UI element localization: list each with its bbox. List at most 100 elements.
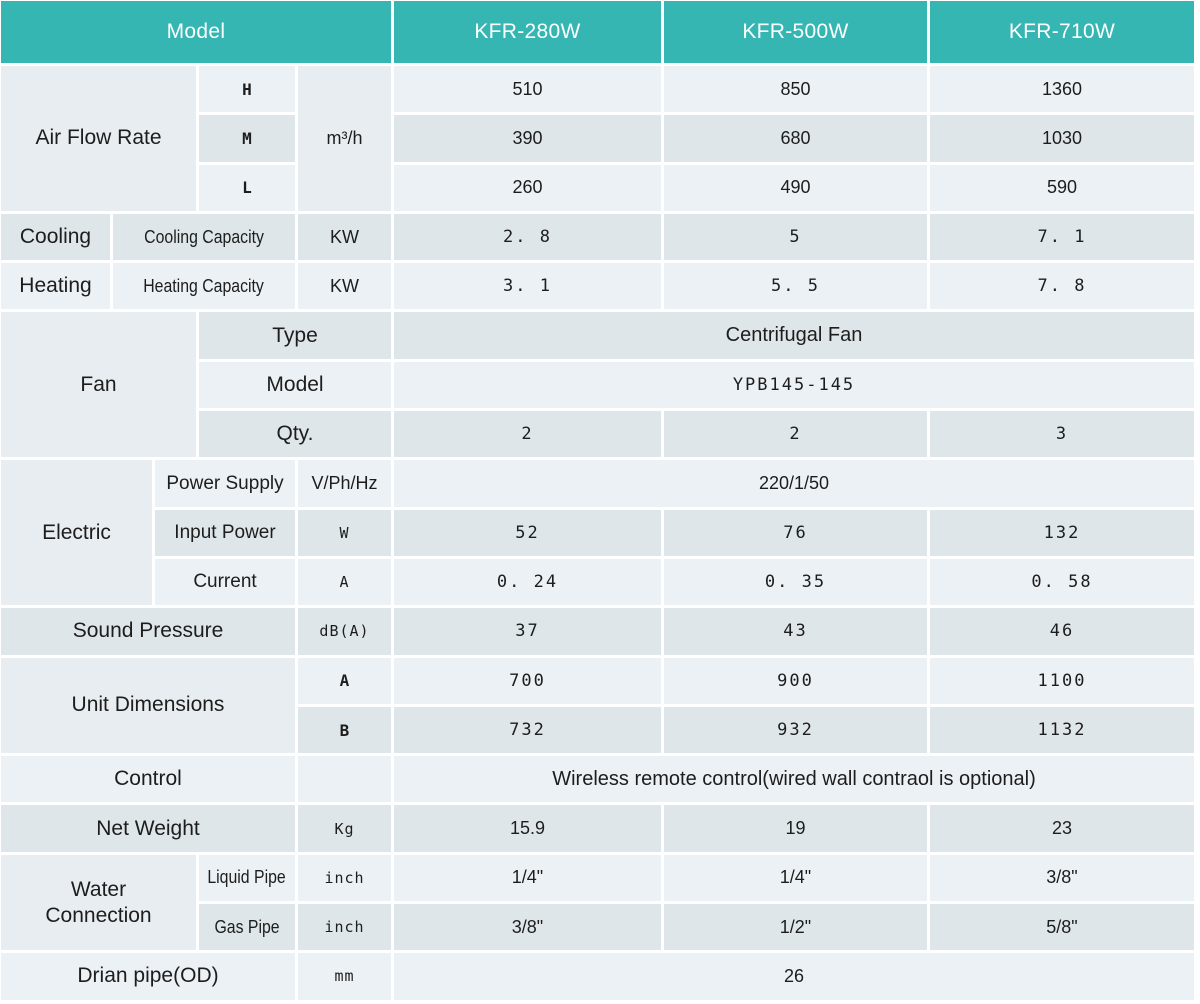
- column-header-kfr-500w: KFR-500W: [664, 1, 927, 63]
- air-flow-h-value-280w: 510: [394, 66, 661, 113]
- fan-model-value: YPB145-145: [394, 361, 1194, 409]
- header-row: Model KFR-280W KFR-500W KFR-710W: [1, 1, 1194, 63]
- liquid-pipe-unit: inch: [298, 854, 391, 902]
- dimension-b-label: B: [298, 706, 391, 754]
- net-weight-label: Net Weight: [1, 805, 295, 852]
- cooling-value-500w: 5: [664, 213, 927, 261]
- air-flow-m-value-710w: 1030: [930, 115, 1194, 162]
- air-flow-label: Air Flow Rate: [1, 66, 196, 211]
- air-flow-unit: m³/h: [298, 66, 391, 211]
- fan-qty-value-710w: 3: [930, 411, 1194, 458]
- power-supply-value: 220/1/50: [394, 460, 1194, 507]
- liquid-pipe-value-280w: 1/4": [394, 854, 661, 902]
- dimension-b-value-280w: 732: [394, 706, 661, 754]
- dimension-b-value-710w: 1132: [930, 706, 1194, 754]
- control-label: Control: [1, 756, 295, 803]
- sound-pressure-value-710w: 46: [930, 608, 1194, 655]
- unit-dimensions-section: Unit Dimensions A 700 900 1100 B 732 932…: [1, 657, 1194, 754]
- speed-m-label: M: [199, 115, 295, 162]
- air-flow-h-value-710w: 1360: [930, 66, 1194, 113]
- sound-pressure-label: Sound Pressure: [1, 608, 295, 655]
- net-weight-unit: Kg: [298, 805, 391, 852]
- current-value-280w: 0. 24: [394, 558, 661, 606]
- fan-qty-value-280w: 2: [394, 411, 661, 458]
- fan-section: Fan Type Centrifugal Fan Model YPB145-14…: [1, 312, 1194, 458]
- fan-type-label: Type: [199, 312, 391, 359]
- column-header-kfr-710w: KFR-710W: [930, 1, 1194, 63]
- input-power-label: Input Power: [155, 509, 295, 556]
- drain-pipe-row: Drian pipe(OD) mm 26: [1, 953, 1194, 1000]
- heating-value-280w: 3. 1: [394, 263, 661, 310]
- fan-model-label: Model: [199, 361, 391, 409]
- sound-pressure-value-500w: 43: [664, 608, 927, 655]
- net-weight-row: Net Weight Kg 15.9 19 23: [1, 805, 1194, 852]
- drain-pipe-value: 26: [394, 953, 1194, 1000]
- cooling-value-280w: 2. 8: [394, 213, 661, 261]
- air-flow-m-value-500w: 680: [664, 115, 927, 162]
- dimension-a-label: A: [298, 657, 391, 704]
- fan-qty-label: Qty.: [199, 411, 391, 458]
- control-unit-empty: [298, 756, 391, 803]
- water-connection-label: Water Connection: [1, 854, 196, 951]
- gas-pipe-label: Gas Pipe: [199, 904, 295, 951]
- heating-label: Heating: [1, 263, 110, 310]
- liquid-pipe-value-710w: 3/8": [930, 854, 1194, 902]
- gas-pipe-value-710w: 5/8": [930, 904, 1194, 951]
- heating-row: Heating Heating Capacity KW 3. 1 5. 5 7.…: [1, 263, 1194, 310]
- electric-label: Electric: [1, 460, 152, 606]
- air-flow-section: Air Flow Rate H M L m³/h 510 850 1360 39…: [1, 66, 1194, 211]
- cooling-unit: KW: [298, 213, 391, 261]
- heating-unit: KW: [298, 263, 391, 310]
- gas-pipe-value-500w: 1/2": [664, 904, 927, 951]
- fan-type-value: Centrifugal Fan: [394, 312, 1194, 359]
- current-label: Current: [155, 558, 295, 606]
- dimension-b-value-500w: 932: [664, 706, 927, 754]
- power-supply-label: Power Supply: [155, 460, 295, 507]
- heating-value-500w: 5. 5: [664, 263, 927, 310]
- current-value-500w: 0. 35: [664, 558, 927, 606]
- current-value-710w: 0. 58: [930, 558, 1194, 606]
- electric-section: Electric Power Supply V/Ph/Hz 220/1/50 I…: [1, 460, 1194, 606]
- water-connection-section: Water Connection Liquid Pipe inch 1/4" 1…: [1, 854, 1194, 951]
- air-flow-l-value-500w: 490: [664, 164, 927, 211]
- current-unit: A: [298, 558, 391, 606]
- control-row: Control Wireless remote control(wired wa…: [1, 756, 1194, 803]
- net-weight-value-500w: 19: [664, 805, 927, 852]
- liquid-pipe-value-500w: 1/4": [664, 854, 927, 902]
- fan-label: Fan: [1, 312, 196, 458]
- fan-qty-value-500w: 2: [664, 411, 927, 458]
- cooling-label: Cooling: [1, 213, 110, 261]
- column-header-kfr-280w: KFR-280W: [394, 1, 661, 63]
- net-weight-value-280w: 15.9: [394, 805, 661, 852]
- input-power-value-710w: 132: [930, 509, 1194, 556]
- cooling-row: Cooling Cooling Capacity KW 2. 8 5 7. 1: [1, 213, 1194, 261]
- air-flow-l-value-280w: 260: [394, 164, 661, 211]
- power-supply-unit: V/Ph/Hz: [298, 460, 391, 507]
- heating-value-710w: 7. 8: [930, 263, 1194, 310]
- control-value: Wireless remote control(wired wall contr…: [394, 756, 1194, 803]
- sound-pressure-unit: dB(A): [298, 608, 391, 655]
- dimension-a-value-500w: 900: [664, 657, 927, 704]
- cooling-capacity-label: Cooling Capacity: [113, 213, 295, 261]
- input-power-unit: W: [298, 509, 391, 556]
- gas-pipe-value-280w: 3/8": [394, 904, 661, 951]
- model-header-cell: Model: [1, 1, 391, 63]
- cooling-value-710w: 7. 1: [930, 213, 1194, 261]
- heating-capacity-label: Heating Capacity: [113, 263, 295, 310]
- dimension-a-value-710w: 1100: [930, 657, 1194, 704]
- liquid-pipe-label: Liquid Pipe: [199, 854, 295, 902]
- air-flow-m-value-280w: 390: [394, 115, 661, 162]
- sound-pressure-value-280w: 37: [394, 608, 661, 655]
- dimension-a-value-280w: 700: [394, 657, 661, 704]
- drain-pipe-label: Drian pipe(OD): [1, 953, 295, 1000]
- input-power-value-500w: 76: [664, 509, 927, 556]
- input-power-value-280w: 52: [394, 509, 661, 556]
- air-flow-l-value-710w: 590: [930, 164, 1194, 211]
- speed-h-label: H: [199, 66, 295, 113]
- sound-pressure-row: Sound Pressure dB(A) 37 43 46: [1, 608, 1194, 655]
- speed-l-label: L: [199, 164, 295, 211]
- air-flow-h-value-500w: 850: [664, 66, 927, 113]
- drain-pipe-unit: mm: [298, 953, 391, 1000]
- gas-pipe-unit: inch: [298, 904, 391, 951]
